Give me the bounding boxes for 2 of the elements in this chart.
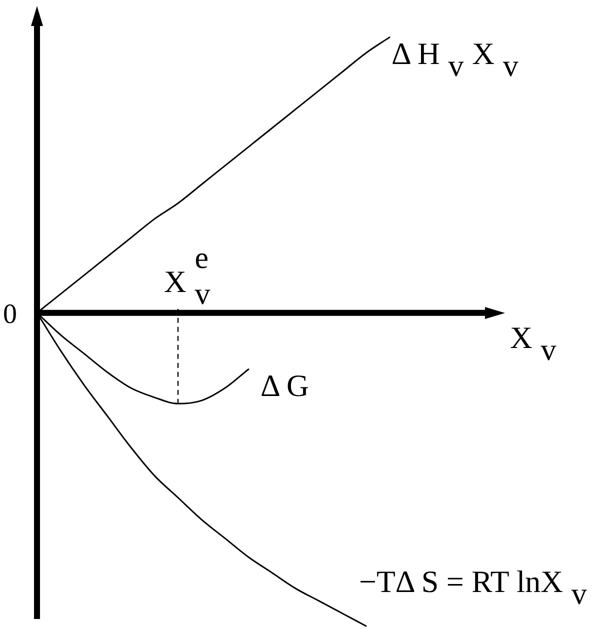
series-label: Δ G	[260, 368, 309, 404]
text: 0	[3, 298, 17, 330]
